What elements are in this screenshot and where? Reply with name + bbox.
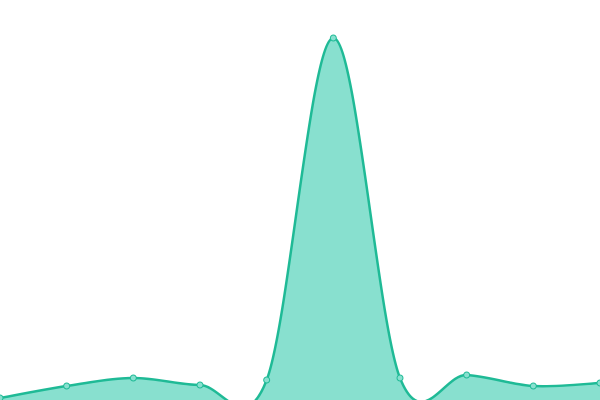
point xyxy=(329,34,337,42)
point xyxy=(196,381,204,389)
point xyxy=(396,374,404,382)
point xyxy=(263,376,271,384)
point xyxy=(129,374,137,382)
point xyxy=(596,379,600,387)
point xyxy=(63,382,71,390)
point xyxy=(0,394,4,400)
point xyxy=(529,382,537,390)
point xyxy=(463,371,471,379)
area-fill xyxy=(0,37,600,400)
